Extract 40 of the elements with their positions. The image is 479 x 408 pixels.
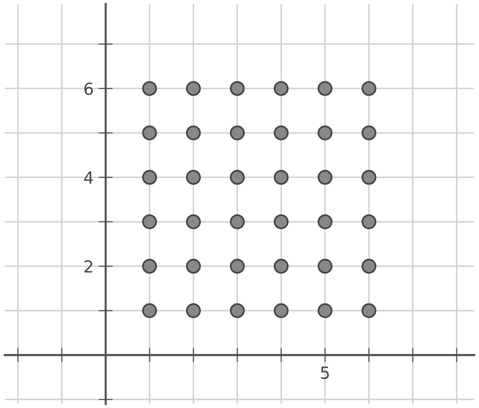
y-tick-label: 6 xyxy=(84,82,93,96)
point xyxy=(361,125,376,140)
point xyxy=(186,303,201,318)
point xyxy=(318,125,332,140)
point xyxy=(186,81,201,96)
point xyxy=(274,170,289,185)
y-tick-label: 2 xyxy=(84,260,92,273)
point xyxy=(230,303,245,318)
point xyxy=(186,170,201,185)
point xyxy=(186,258,201,274)
point xyxy=(186,214,201,230)
point xyxy=(274,258,289,274)
point xyxy=(142,214,157,230)
point xyxy=(274,125,289,140)
point xyxy=(361,81,376,96)
point xyxy=(230,258,245,274)
point xyxy=(230,214,245,230)
point xyxy=(318,170,332,185)
y-tick-label: 4 xyxy=(84,172,93,184)
point xyxy=(361,214,376,230)
point xyxy=(318,214,332,230)
point xyxy=(142,81,157,96)
point xyxy=(274,214,289,230)
point xyxy=(142,170,157,185)
point xyxy=(318,81,332,96)
point xyxy=(230,125,245,140)
point xyxy=(274,81,289,96)
point xyxy=(142,258,157,274)
point xyxy=(142,303,157,318)
point xyxy=(274,303,289,318)
point xyxy=(361,258,376,274)
point xyxy=(230,170,245,185)
point xyxy=(142,125,157,140)
point xyxy=(361,303,376,318)
point xyxy=(186,125,201,140)
point xyxy=(318,303,332,318)
x-tick-label: 5 xyxy=(321,366,329,380)
point xyxy=(318,258,332,274)
point xyxy=(230,81,245,96)
point xyxy=(361,170,376,185)
